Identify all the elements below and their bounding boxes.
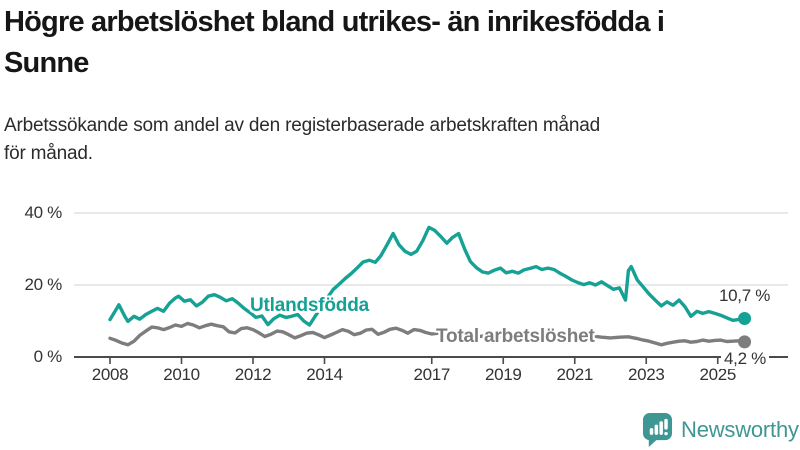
line-chart-plot xyxy=(74,212,788,364)
chart-subtitle: Arbetssökande som andel av den registerb… xyxy=(4,112,764,168)
x-axis-label: 2014 xyxy=(306,365,343,384)
title-line-2: Sunne xyxy=(4,47,89,79)
y-axis-label: 20 % xyxy=(24,275,62,294)
series-line-0 xyxy=(108,225,747,327)
newsworthy-bars-icon xyxy=(642,413,673,447)
title-line-1: Högre arbetslöshet bland utrikes- än inr… xyxy=(4,6,665,38)
x-axis-label: 2017 xyxy=(413,365,451,384)
series-end-dot-1 xyxy=(738,335,752,349)
x-axis-label: 2010 xyxy=(163,365,200,384)
y-axis-label: 40 % xyxy=(24,203,62,222)
x-axis-label: 2021 xyxy=(556,365,594,384)
end-value-label-total: 4,2 % xyxy=(721,349,769,369)
series-label-utlandsfodda: Utlandsfödda xyxy=(250,295,369,316)
chart-title: Högre arbetslöshet bland utrikes- än inr… xyxy=(4,2,796,84)
x-axis-label: 2023 xyxy=(627,365,665,384)
x-axis-label: 2012 xyxy=(234,365,272,384)
newsworthy-logo: Newsworthy xyxy=(642,412,799,448)
end-value-label-utlandsfodda: 10,7 % xyxy=(719,286,771,305)
y-axis-label: 0 % xyxy=(33,347,63,366)
series-end-dot-0 xyxy=(738,311,752,325)
series-label-total-arbetsloshet: Total arbetslöshet xyxy=(436,326,595,347)
subtitle-line-2: för månad. xyxy=(4,143,93,164)
newsworthy-logo-text: Newsworthy xyxy=(681,417,799,442)
subtitle-line-1: Arbetssökande som andel av den registerb… xyxy=(4,115,601,136)
series-line-1 xyxy=(108,321,747,347)
x-axis-label: 2019 xyxy=(484,365,522,384)
x-axis-label: 2025 xyxy=(699,365,737,384)
x-axis-label: 2008 xyxy=(91,365,129,384)
